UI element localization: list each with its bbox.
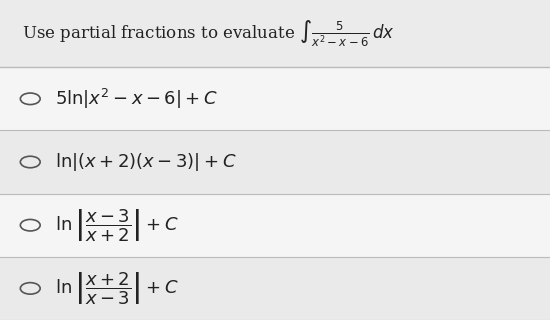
Text: Use partial fractions to evaluate $\int \frac{5}{x^2 - x - 6}\,dx$: Use partial fractions to evaluate $\int … bbox=[22, 18, 395, 49]
Text: $\ln|(x+2)(x-3)| + C$: $\ln|(x+2)(x-3)| + C$ bbox=[55, 151, 236, 173]
FancyBboxPatch shape bbox=[0, 131, 550, 194]
FancyBboxPatch shape bbox=[0, 0, 550, 67]
Text: $\ln\left|\dfrac{x+2}{x-3}\right| + C$: $\ln\left|\dfrac{x+2}{x-3}\right| + C$ bbox=[55, 270, 179, 307]
Text: $\ln\left|\dfrac{x-3}{x+2}\right| + C$: $\ln\left|\dfrac{x-3}{x+2}\right| + C$ bbox=[55, 207, 179, 243]
FancyBboxPatch shape bbox=[0, 67, 550, 131]
Text: $5\ln|x^2 - x - 6| + C$: $5\ln|x^2 - x - 6| + C$ bbox=[55, 87, 218, 111]
FancyBboxPatch shape bbox=[0, 194, 550, 257]
FancyBboxPatch shape bbox=[0, 257, 550, 320]
